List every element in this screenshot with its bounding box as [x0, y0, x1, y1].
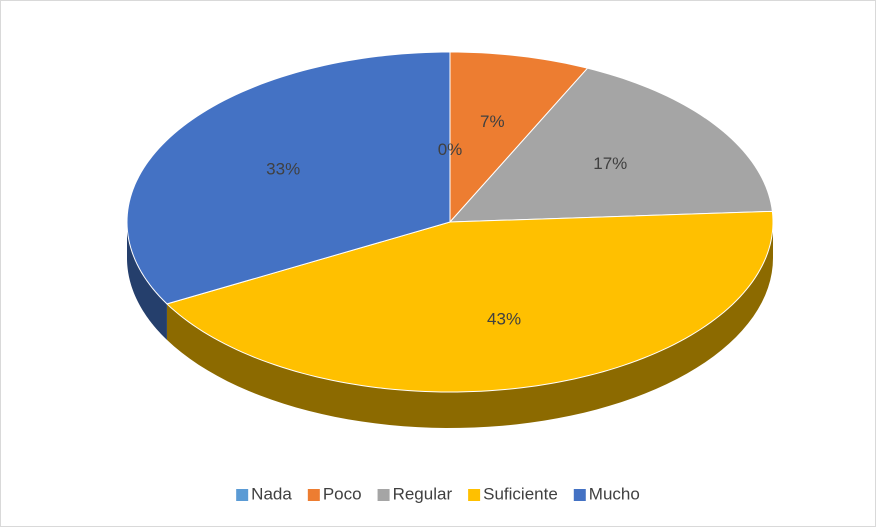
data-label: 33% [266, 160, 300, 179]
legend-label: Mucho [589, 484, 640, 503]
slice [165, 210, 774, 393]
data-label: 43% [487, 309, 521, 328]
legend-swatch [307, 489, 320, 501]
slice [126, 51, 451, 305]
legend-label: Poco [323, 484, 362, 503]
legend: Nada Poco Regular Suficiente Mucho [236, 484, 640, 503]
data-label: 17% [593, 154, 627, 173]
legend-swatch [236, 489, 249, 501]
data-label: 7% [480, 112, 505, 131]
legend-label: Suficiente [483, 484, 558, 503]
legend-swatch [377, 489, 390, 501]
slice [449, 51, 589, 224]
legend-label: Nada [251, 484, 292, 503]
slice [448, 67, 773, 223]
slice-side [166, 222, 773, 428]
legend-swatch [468, 489, 481, 501]
legend-swatch [573, 489, 586, 501]
legend-label: Regular [393, 484, 453, 503]
data-label: 0% [438, 140, 463, 159]
